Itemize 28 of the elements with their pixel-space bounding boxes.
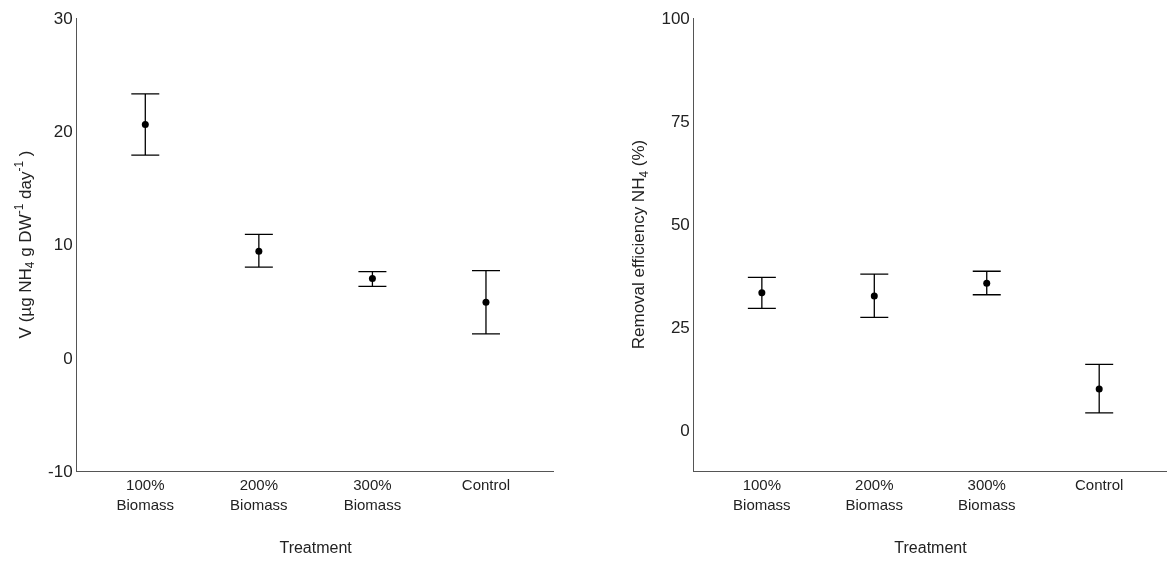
y-tick-label: 0: [63, 348, 73, 368]
y-tick-label: 100: [661, 8, 690, 28]
x-tick-label: 300% Biomass: [957, 476, 1016, 513]
x-tick-label: Control: [1075, 476, 1124, 494]
y-tick-label: 50: [670, 214, 690, 234]
y-tick-label: 30: [53, 8, 73, 28]
point: [983, 279, 991, 287]
point: [482, 298, 490, 306]
point: [368, 274, 376, 282]
x-axis-title: Treatment: [279, 539, 353, 557]
y-tick-label: -10: [48, 461, 73, 481]
y-tick-label: 0: [680, 420, 690, 440]
point: [1095, 385, 1103, 393]
point: [870, 292, 878, 300]
x-tick-label: 200% Biomass: [230, 476, 288, 513]
x-axis-title: Treatment: [894, 539, 968, 557]
y-tick-label: 20: [53, 122, 73, 142]
point: [255, 247, 263, 255]
x-tick-label: 200% Biomass: [845, 476, 904, 513]
y-tick-label: 10: [53, 235, 73, 255]
x-tick-label: Control: [461, 476, 511, 494]
y-tick-label: 75: [670, 111, 690, 131]
x-tick-label: 100% Biomass: [116, 476, 175, 513]
x-tick-label: 100% Biomass: [733, 476, 791, 513]
point: [758, 289, 766, 297]
point: [141, 120, 149, 128]
y-tick-label: 25: [670, 317, 690, 337]
x-tick-label: 300% Biomass: [343, 476, 402, 513]
